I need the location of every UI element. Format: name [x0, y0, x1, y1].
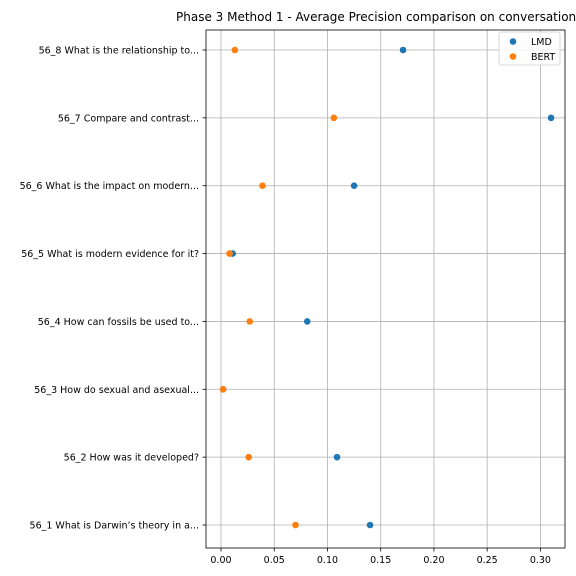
category-label: 56_4 How can fossils be used to... [38, 317, 199, 328]
legend-marker [509, 38, 517, 45]
category-label: 56_8 What is the relationship to... [39, 46, 199, 57]
legend-label: BERT [531, 52, 555, 63]
point-lmd [547, 114, 555, 122]
category-label: 56_1 What is Darwin’s theory in a... [30, 521, 199, 532]
point-bert [226, 250, 233, 257]
x-tick-label: 0.10 [317, 555, 338, 566]
chart-title: Phase 3 Method 1 - Average Precision com… [176, 10, 576, 24]
point-bert [245, 453, 252, 461]
data-points [219, 46, 555, 529]
plot-frame [205, 29, 566, 549]
point-bert [219, 385, 227, 393]
legend: LMD BERT [498, 31, 561, 66]
point-lmd [366, 521, 374, 529]
point-lmd [303, 318, 311, 325]
point-bert [330, 114, 338, 122]
x-tick-label: 0.30 [530, 555, 551, 566]
x-tick-label: 0.05 [264, 555, 285, 566]
x-tick-label: 0.00 [210, 555, 231, 566]
category-label: 56_3 How do sexual and asexual... [34, 385, 199, 396]
category-label: 56_6 What is the impact on modern... [20, 181, 199, 192]
x-tick-label: 0.20 [423, 555, 444, 566]
category-label: 56_5 What is modern evidence for it? [21, 249, 199, 260]
point-bert [246, 318, 254, 325]
x-axis-ticks: 0.00 0.05 0.10 0.15 0.20 0.25 0.30 [210, 548, 551, 566]
legend-marker [509, 53, 517, 60]
point-lmd [350, 182, 358, 190]
point-lmd [399, 46, 407, 54]
point-lmd [333, 453, 341, 461]
point-bert [292, 521, 299, 529]
y-axis-categories: 56_1 What is Darwin’s theory in a... 56_2… [20, 46, 206, 532]
x-tick-label: 0.25 [477, 555, 498, 566]
legend-label: LMD [531, 37, 552, 48]
point-bert [231, 46, 239, 54]
category-label: 56_2 How was it developed? [64, 453, 199, 464]
category-label: 56_7 Compare and contrast... [58, 113, 199, 124]
grid [206, 30, 565, 548]
x-tick-label: 0.15 [370, 555, 391, 566]
point-bert [259, 182, 266, 190]
